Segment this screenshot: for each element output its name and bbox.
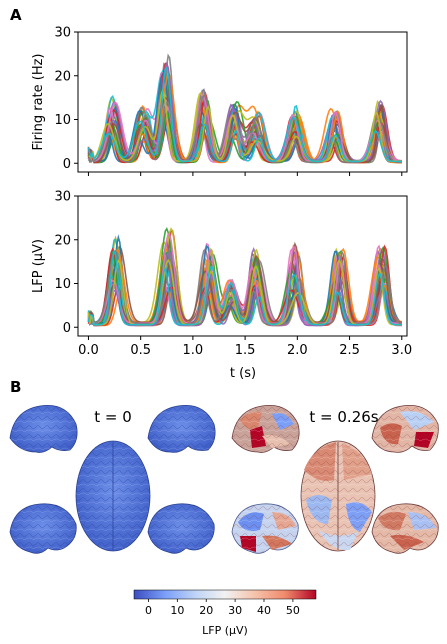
brain-left-top-medial <box>147 405 216 453</box>
y-tick-label: 10 <box>54 113 71 128</box>
lfp-xlabel: t (s) <box>230 366 256 381</box>
lfp-series <box>87 227 403 327</box>
x-tick-label: 2.5 <box>339 343 360 358</box>
x-tick-label: 0.0 <box>78 343 99 358</box>
colorbar-tick-label: 30 <box>228 604 242 617</box>
brain-left-bottom-medial <box>147 503 215 554</box>
x-tick-label: 0.5 <box>130 343 151 358</box>
y-tick-label: 30 <box>54 190 71 205</box>
time-label-left: t = 0 <box>94 408 132 426</box>
y-tick-label: 0 <box>63 157 71 172</box>
brain-panel: t = 0 <box>9 405 439 637</box>
series-line <box>88 241 402 324</box>
firing-rate-xticks <box>87 172 403 176</box>
brain-left-bottom-lateral <box>9 503 77 554</box>
brain-right-bottom-medial <box>371 503 439 554</box>
series-line <box>87 66 402 163</box>
x-tick-label: 1.0 <box>183 343 204 358</box>
firing-rate-chart: 0 10 20 30 Firing rate (Hz) <box>31 26 408 176</box>
colorbar-tick-label: 50 <box>286 604 300 617</box>
brain-left-top-lateral <box>9 405 78 453</box>
series-line <box>87 248 402 326</box>
brain-right-top-medial <box>371 405 439 453</box>
lfp-chart: 0 10 20 30 0.0 0.5 1.0 1.5 2.0 2.5 3.0 LFP (μV) t… <box>31 190 412 382</box>
colorbar-gradient <box>133 589 317 600</box>
colorbar-tick-label: 40 <box>257 604 271 617</box>
colorbar: 0 10 20 30 40 50 LFP (μV) <box>133 589 317 637</box>
lfp-ylabel: LFP (μV) <box>31 239 46 293</box>
firing-rate-yticks: 0 10 20 30 <box>54 26 78 172</box>
lfp-axes-frame <box>77 195 408 337</box>
time-label-right: t = 0.26s <box>309 408 378 426</box>
lfp-yticks: 0 10 20 30 <box>54 190 78 336</box>
lfp-xticks: 0.0 0.5 1.0 1.5 2.0 2.5 3.0 <box>78 336 412 358</box>
x-tick-label: 2.0 <box>287 343 308 358</box>
colorbar-tick-label: 10 <box>170 604 184 617</box>
brain-right-bottom-lateral <box>231 503 299 554</box>
colorbar-ticks: 0 10 20 30 40 50 <box>145 599 300 617</box>
y-tick-label: 0 <box>63 321 71 336</box>
y-tick-label: 10 <box>54 277 71 292</box>
x-tick-label: 3.0 <box>391 343 412 358</box>
brain-left-top-view <box>75 440 151 552</box>
brain-right-top-lateral <box>231 405 300 453</box>
y-tick-label: 30 <box>54 26 71 41</box>
firing-rate-axes-frame <box>77 31 408 173</box>
x-tick-label: 1.5 <box>235 343 256 358</box>
firing-rate-series <box>87 53 402 164</box>
colorbar-tick-label: 20 <box>199 604 213 617</box>
panel-label-a: A <box>10 6 22 24</box>
brain-right-top-view <box>300 440 376 552</box>
series-line <box>87 96 402 163</box>
y-tick-label: 20 <box>54 233 71 248</box>
firing-rate-ylabel: Firing rate (Hz) <box>31 53 46 150</box>
colorbar-tick-label: 0 <box>145 604 152 617</box>
panel-label-b: B <box>10 378 21 396</box>
y-tick-label: 20 <box>54 69 71 84</box>
colorbar-label: LFP (μV) <box>202 624 248 637</box>
